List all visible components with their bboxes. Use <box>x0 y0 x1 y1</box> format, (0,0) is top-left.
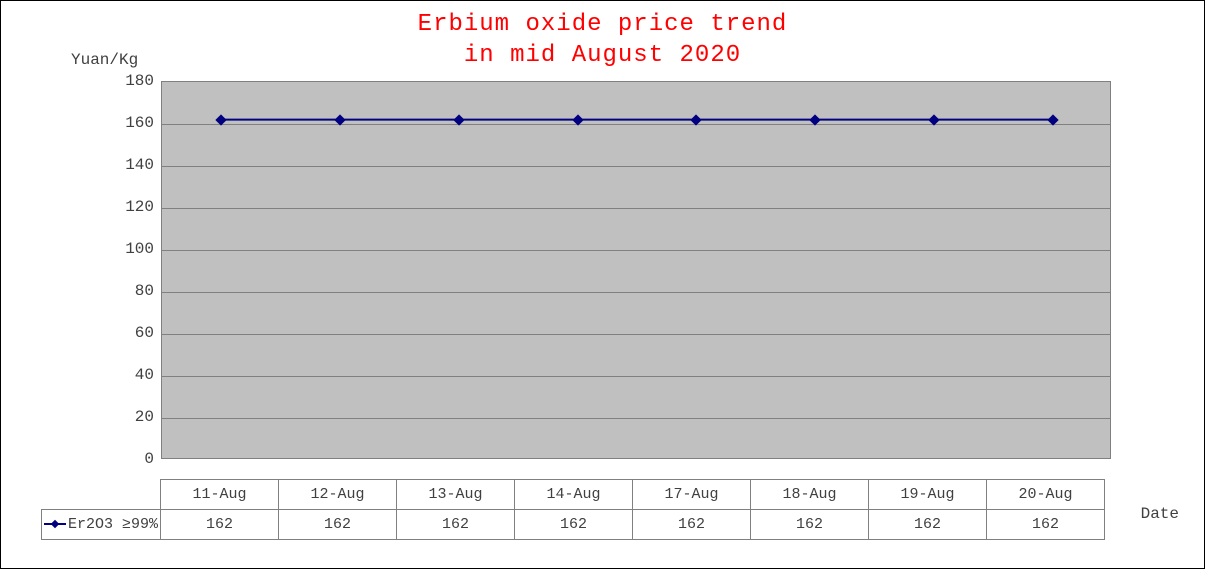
diamond-marker-icon <box>44 523 66 525</box>
y-tick-label: 20 <box>114 408 154 426</box>
gridline <box>162 208 1110 209</box>
table-category-cell: 18-Aug <box>751 480 869 510</box>
y-axis-label: Yuan/Kg <box>71 51 138 69</box>
table-value-cell: 162 <box>279 510 397 540</box>
table-header-row: 11-Aug12-Aug13-Aug14-Aug17-Aug18-Aug19-A… <box>42 480 1105 510</box>
gridline <box>162 376 1110 377</box>
chart-title: Erbium oxide price trend in mid August 2… <box>1 9 1204 71</box>
y-tick-label: 60 <box>114 324 154 342</box>
data-table: 11-Aug12-Aug13-Aug14-Aug17-Aug18-Aug19-A… <box>41 479 1105 540</box>
gridline <box>162 418 1110 419</box>
y-tick-label: 100 <box>114 240 154 258</box>
y-tick-label: 0 <box>114 450 154 468</box>
legend-cell: Er2O3 ≥99% <box>42 510 161 540</box>
y-tick-label: 80 <box>114 282 154 300</box>
table-category-cell: 11-Aug <box>161 480 279 510</box>
table-header-spacer <box>42 480 161 510</box>
table-value-cell: 162 <box>869 510 987 540</box>
gridline <box>162 166 1110 167</box>
table-category-cell: 20-Aug <box>987 480 1105 510</box>
table-value-cell: 162 <box>987 510 1105 540</box>
gridline <box>162 292 1110 293</box>
gridline <box>162 334 1110 335</box>
chart-title-line2: in mid August 2020 <box>464 42 741 69</box>
table-category-cell: 12-Aug <box>279 480 397 510</box>
table-category-cell: 17-Aug <box>633 480 751 510</box>
y-tick-label: 40 <box>114 366 154 384</box>
gridline <box>162 124 1110 125</box>
y-tick-label: 180 <box>114 72 154 90</box>
gridline <box>162 250 1110 251</box>
table-category-cell: 13-Aug <box>397 480 515 510</box>
table-value-cell: 162 <box>397 510 515 540</box>
table-value-cell: 162 <box>751 510 869 540</box>
data-line-svg <box>162 82 1110 458</box>
series-name: Er2O3 ≥99% <box>68 516 158 533</box>
x-axis-label: Date <box>1141 505 1179 523</box>
table-value-cell: 162 <box>515 510 633 540</box>
table-value-row: Er2O3 ≥99% 162162162162162162162162 <box>42 510 1105 540</box>
table-category-cell: 19-Aug <box>869 480 987 510</box>
chart-title-line1: Erbium oxide price trend <box>418 11 788 38</box>
table-value-cell: 162 <box>161 510 279 540</box>
y-tick-label: 160 <box>114 114 154 132</box>
y-tick-label: 120 <box>114 198 154 216</box>
table-category-cell: 14-Aug <box>515 480 633 510</box>
plot-area <box>161 81 1111 459</box>
table-value-cell: 162 <box>633 510 751 540</box>
y-tick-label: 140 <box>114 156 154 174</box>
chart-container: Erbium oxide price trend in mid August 2… <box>0 0 1205 569</box>
